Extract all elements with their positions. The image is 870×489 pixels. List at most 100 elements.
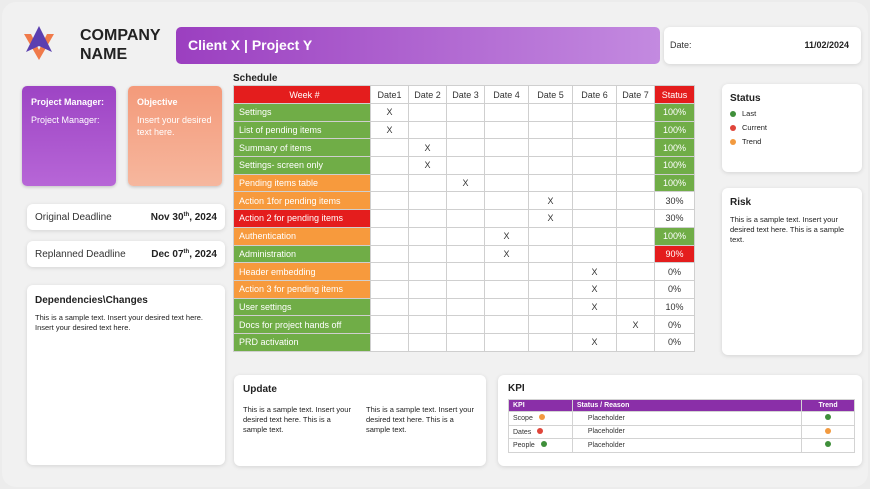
date-card: Date: 11/02/2024 [664,27,861,64]
date-cell [446,138,485,158]
kpi-row: Dates Placeholder [508,424,855,439]
kpi-name: Dates [513,428,532,436]
schedule-header-cell: Date 3 [446,85,485,104]
date-cell [370,315,409,334]
status-legend-label: Trend [742,137,762,146]
kpi-trend-cell [801,438,855,453]
schedule-row: Summary of items X 100% [233,138,695,158]
status-legend-label: Last [742,109,757,118]
date-cell [370,226,409,246]
task-cell: List of pending items [233,120,371,140]
risk-body: This is a sample text. Insert your desir… [730,215,845,244]
date-cell [572,120,617,140]
kpi-trend-cell [801,411,855,426]
date-cell [528,138,573,158]
schedule-row: List of pending items X 100% [233,120,695,140]
kpi-header-cell: Trend [801,399,855,412]
task-cell: Docs for project hands off [233,315,371,334]
date-cell [446,279,485,299]
date-cell [616,209,655,228]
dependencies-title: Dependencies\Changes [35,295,148,306]
original-deadline-card: Original Deadline Nov 30th, 2024 [27,204,225,230]
update-card: Update This is a sample text. Insert you… [234,375,486,466]
kpi-trend-cell [801,424,855,439]
date-cell [484,191,529,211]
task-cell: Authentication [233,226,371,246]
date-cell [484,138,529,158]
kpi-status-dot-icon [537,427,544,434]
date-cell [528,120,573,140]
date-value: 11/02/2024 [804,40,849,50]
task-cell: Pending items table [233,173,371,193]
date-cell: X [446,173,485,193]
schedule-row: Action 3 for pending items X 0% [233,279,695,299]
task-cell: PRD activation [233,332,371,352]
date-cell [446,209,485,228]
date-cell [484,103,529,122]
schedule-header-cell: Date 4 [484,85,529,104]
date-cell: X [616,315,655,334]
update-title: Update [243,384,277,395]
date-cell [446,120,485,140]
replanned-deadline-value: Dec 07th, 2024 [151,249,217,260]
date-cell [408,279,447,299]
kpi-trend-dot-icon [825,427,832,434]
date-cell [572,173,617,193]
status-cell: 100% [654,103,695,122]
pm-title: Project Manager: [31,97,105,107]
kpi-header-cell: Status / Reason [571,399,803,412]
date-cell [484,209,529,228]
date-cell [616,297,655,317]
date-cell [370,244,409,264]
date-cell [616,103,655,122]
kpi-status-dot-icon [538,414,545,421]
date-cell [408,297,447,317]
date-cell [528,244,573,264]
date-cell: X [408,156,447,175]
date-cell [528,262,573,281]
status-cell: 100% [654,226,695,246]
replanned-deadline-card: Replanned Deadline Dec 07th, 2024 [27,241,225,267]
date-cell [572,209,617,228]
status-legend-card: Status Last Current Trend [722,84,862,172]
schedule-title: Schedule [233,73,278,84]
date-cell: X [572,262,617,281]
schedule-header-cell: Date 5 [528,85,573,104]
date-cell [370,156,409,175]
date-cell [484,173,529,193]
schedule-row: Action 2 for pending items X 30% [233,209,695,228]
date-cell [408,244,447,264]
task-cell: User settings [233,297,371,317]
date-cell [528,103,573,122]
date-cell [616,262,655,281]
date-cell: X [484,244,529,264]
date-cell [528,297,573,317]
kpi-name: People [513,442,535,450]
schedule-row: Authentication X 100% [233,226,695,246]
date-cell [408,120,447,140]
status-legend-item: Last [730,109,854,118]
date-cell [572,191,617,211]
status-cell: 100% [654,156,695,175]
status-cell: 0% [654,279,695,299]
kpi-row: Scope Placeholder [508,411,855,426]
kpi-trend-dot-icon [825,441,832,448]
kpi-header-row: KPI Status / Reason Trend [508,399,855,412]
status-cell: 0% [654,262,695,281]
task-cell: Action 3 for pending items [233,279,371,299]
schedule-row: Settings- screen only X 100% [233,156,695,175]
client-project-title: Client X | Project Y [176,27,660,64]
date-cell [616,332,655,352]
task-cell: Settings- screen only [233,156,371,175]
date-cell [616,156,655,175]
date-cell [484,315,529,334]
date-cell: X [484,226,529,246]
objective-title: Objective [137,97,178,107]
status-cell: 0% [654,315,695,334]
schedule-row: Pending items table X 100% [233,173,695,193]
date-cell [446,332,485,352]
date-cell [484,279,529,299]
kpi-header-cell: KPI [508,399,573,412]
date-cell: X [370,120,409,140]
date-cell [408,173,447,193]
